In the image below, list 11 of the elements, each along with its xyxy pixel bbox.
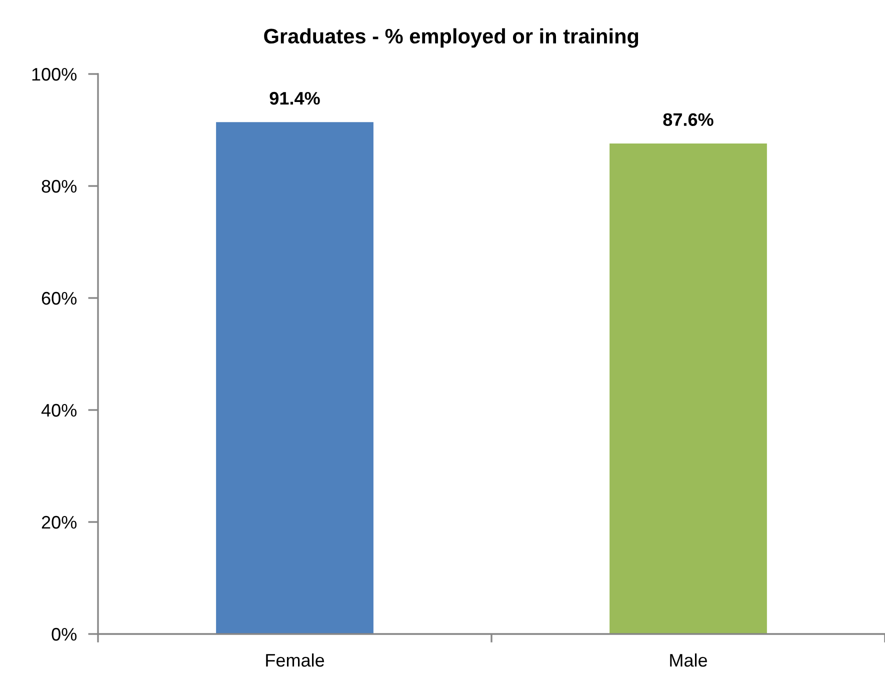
chart-title: Graduates - % employed or in training [264, 28, 638, 48]
x-tick-label: Female [266, 653, 324, 667]
y-tick-label: 40% [41, 404, 77, 417]
y-tick-label: 100% [32, 68, 77, 81]
y-tick-label: 80% [42, 180, 77, 193]
y-tick-label: 60% [42, 292, 77, 305]
data-label: 87.6% [663, 113, 714, 126]
data-label: 91.4% [270, 92, 320, 105]
y-tick-label: 20% [42, 516, 77, 529]
x-tick-label: Male [670, 653, 708, 667]
y-tick-label: 0% [52, 628, 77, 641]
